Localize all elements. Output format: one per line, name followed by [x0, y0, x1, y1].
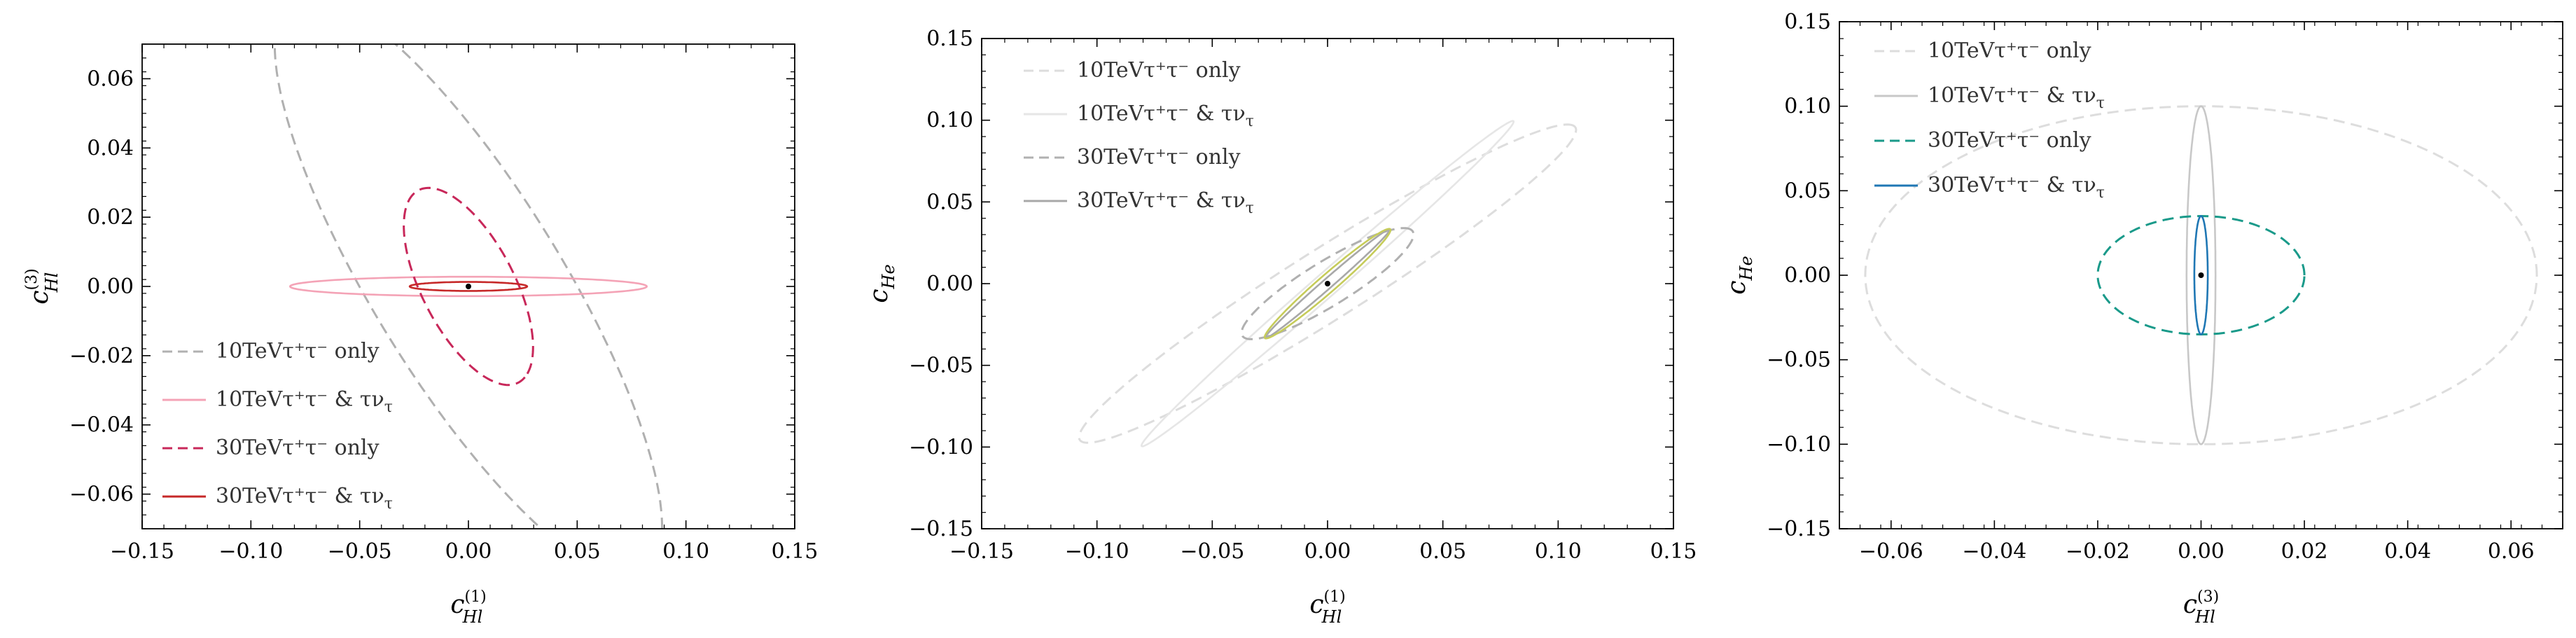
legend: 10TeVτ⁺τ⁻ only 10TeVτ⁺τ⁻ & τντ 30TeVτ⁺τ⁻ o…: [1874, 39, 2105, 202]
legend-label: 10TeVτ⁺τ⁻ only: [1928, 39, 2091, 63]
x-tick-label: −0.15: [110, 539, 174, 564]
x-tick-label: −0.10: [218, 539, 283, 564]
x-tick-label: 0.06: [2488, 539, 2535, 564]
x-tick-label: 0.00: [2178, 539, 2225, 564]
x-tick-label: 0.05: [554, 539, 601, 564]
best-fit-point: [2198, 272, 2204, 278]
legend-label: 30TeVτ⁺τ⁻ & τντ: [216, 484, 393, 513]
x-tick-label: −0.02: [2066, 539, 2130, 564]
legend-label: 10TeVτ⁺τ⁻ & τντ: [216, 387, 393, 416]
legend-label: 10TeVτ⁺τ⁻ & τντ: [1077, 102, 1254, 130]
best-fit-point: [1325, 281, 1330, 286]
y-tick-label: −0.15: [909, 517, 973, 541]
contour-1: [1864, 105, 2538, 445]
plot-area: [1864, 105, 2538, 445]
x-axis-label: c(1) Hl: [450, 588, 486, 627]
y-tick-label: 0.15: [1784, 10, 1831, 34]
y-tick-label: −0.04: [69, 413, 134, 438]
y-tick-label: 0.00: [926, 272, 973, 296]
y-tick-label: −0.05: [1767, 348, 1831, 373]
x-tick-label: −0.04: [1962, 539, 2026, 564]
y-tick-label: −0.15: [1767, 517, 1831, 541]
legend-label: 30TeVτ⁺τ⁻ only: [216, 436, 380, 460]
legend-label: 10TeVτ⁺τ⁻ only: [216, 339, 380, 363]
x-tick-label: −0.05: [1180, 539, 1244, 564]
y-tick-label: 0.10: [1784, 95, 1831, 119]
legend-label: 10TeVτ⁺τ⁻ & τντ: [1928, 83, 2105, 112]
y-tick-label: 0.04: [87, 136, 134, 160]
contour-3: [1240, 227, 1415, 340]
panel-2: −0.15 −0.10 −0.05 0.00 0.05 0.10 0.15 −0.15 −0.1…: [865, 27, 1697, 627]
legend-label: 30TeVτ⁺τ⁻ & τντ: [1928, 173, 2105, 202]
legend-label: 10TeVτ⁺τ⁻ only: [1077, 58, 1241, 83]
legend-label: 30TeVτ⁺τ⁻ only: [1077, 145, 1241, 169]
y-tick-label: 0.00: [1784, 263, 1831, 288]
y-tick-label: −0.05: [909, 354, 973, 378]
x-tick-label: 0.10: [662, 539, 709, 564]
legend: 10TeVτ⁺τ⁻ only 10TeVτ⁺τ⁻ & τντ 30TeVτ⁺τ⁻ o…: [1024, 58, 1254, 217]
plot-area: [273, 44, 664, 529]
x-axis-label: c(3) Hl: [2183, 588, 2219, 627]
x-tick-label: −0.10: [1065, 539, 1129, 564]
x-tick-label: −0.15: [949, 539, 1014, 564]
y-axis-label: c(3)Hl: [23, 268, 62, 304]
legend: 10TeVτ⁺τ⁻ only 10TeVτ⁺τ⁻ & τντ 30TeVτ⁺τ⁻ o…: [162, 339, 393, 513]
x-tick-label: 0.15: [772, 539, 819, 564]
x-tick-label: 0.02: [2281, 539, 2328, 564]
x-tick-label: −0.06: [1859, 539, 1923, 564]
x-tick-label: 0.15: [1650, 539, 1697, 564]
plot-area: [1078, 120, 1578, 448]
y-tick-label: 0.02: [87, 205, 134, 230]
x-tick-label: 0.00: [445, 539, 492, 564]
best-fit-point: [466, 284, 471, 289]
y-tick-label: 0.10: [926, 109, 973, 133]
y-tick-label: 0.00: [87, 275, 134, 299]
x-tick-label: 0.04: [2384, 539, 2431, 564]
x-tick-label: 0.10: [1535, 539, 1582, 564]
y-axis-label: cHe: [865, 264, 898, 303]
panel-1: −0.15 −0.10 −0.05 0.00 0.05 0.10 0.15 −0.06 −0.0…: [23, 43, 819, 627]
x-tick-label: 0.05: [1419, 539, 1466, 564]
y-axis-label: cHe: [1722, 256, 1756, 294]
panel-3: −0.06 −0.04 −0.02 0.00 0.02 0.04 0.06 −0.15 −0.1…: [1722, 10, 2563, 627]
contour-4: [2193, 215, 2209, 335]
x-axis-label: c(1) Hl: [1309, 588, 1345, 627]
y-tick-label: −0.10: [909, 435, 973, 459]
y-tick-label: −0.06: [69, 483, 134, 507]
y-tick-label: 0.05: [926, 190, 973, 214]
x-tick-label: 0.00: [1304, 539, 1351, 564]
contour-5: [1263, 228, 1392, 340]
y-tick-label: −0.02: [69, 344, 134, 368]
contour-2: [288, 275, 648, 298]
contour-2: [1141, 120, 1515, 448]
y-tick-label: −0.10: [1767, 432, 1831, 457]
y-tick-label: 0.05: [1784, 179, 1831, 203]
x-tick-label: −0.05: [328, 539, 392, 564]
contour-4: [408, 281, 529, 292]
y-tick-label: 0.06: [87, 67, 134, 91]
y-tick-label: 0.15: [926, 27, 973, 51]
contour-3: [2096, 214, 2306, 336]
legend-label: 30TeVτ⁺τ⁻ & τντ: [1077, 188, 1254, 217]
contour-2: [2185, 105, 2217, 445]
contour-3: [403, 186, 534, 387]
legend-label: 30TeVτ⁺τ⁻ only: [1928, 128, 2091, 153]
